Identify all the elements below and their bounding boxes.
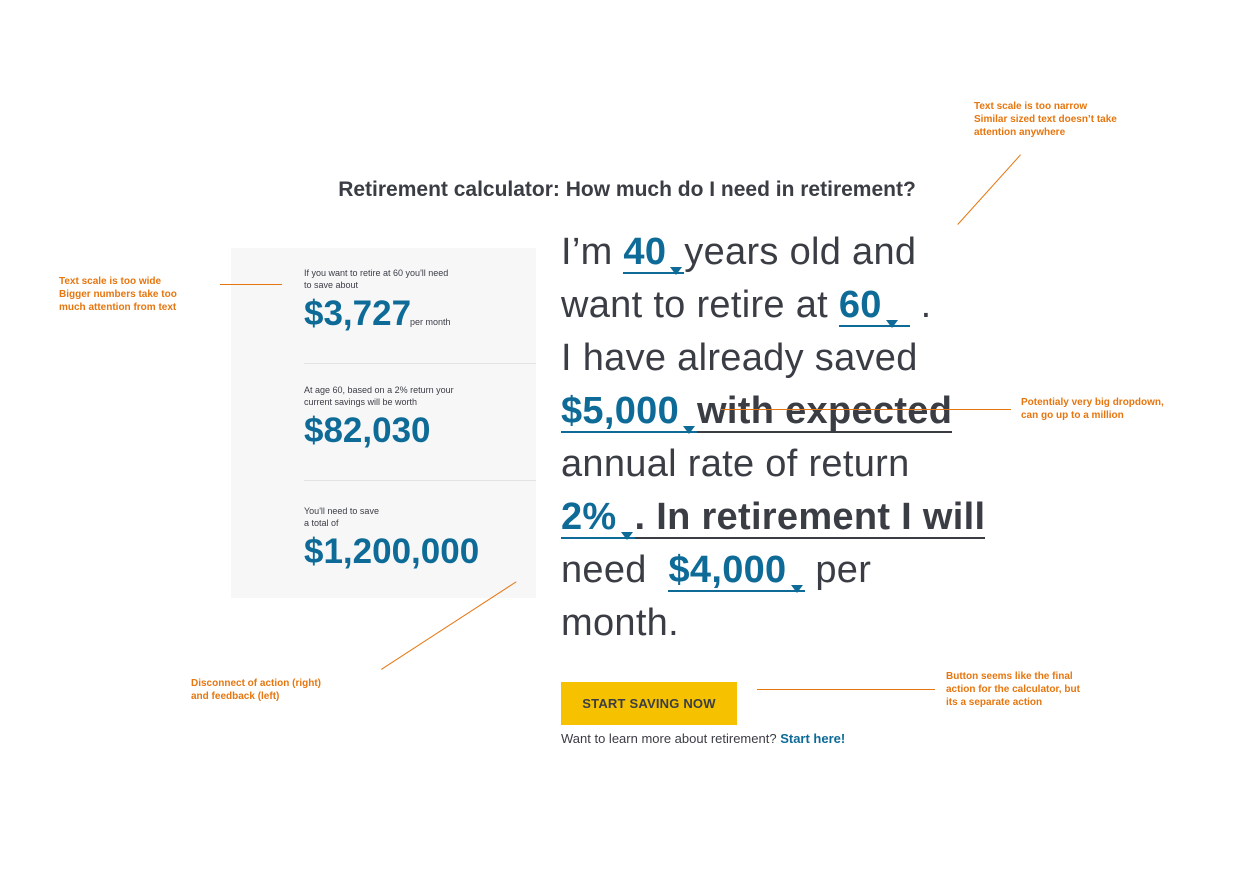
age-value: 40 — [623, 231, 667, 273]
start-saving-button[interactable]: START SAVING NOW — [561, 682, 737, 725]
annotation-button: Button seems like the final action for t… — [946, 671, 1080, 708]
monthly-suffix: per month — [410, 317, 451, 327]
caret-down-icon — [670, 267, 683, 275]
label-line: to save about — [304, 280, 359, 290]
rate-value: 2% — [561, 496, 617, 538]
page-title: Retirement calculator: How much do I nee… — [338, 178, 916, 201]
annotation-dropdown: Potentialy very big dropdown, can go up … — [1021, 397, 1164, 421]
annotation-wide-scale: Text scale is too wide Bigger numbers ta… — [59, 276, 177, 313]
need-value: $4,000 — [668, 549, 787, 591]
divider — [304, 480, 536, 481]
label-line: current savings will be worth — [304, 397, 418, 407]
current-savings-value: $82,030 — [304, 411, 431, 450]
results-panel — [231, 248, 536, 598]
sentence-text: I have already saved — [561, 337, 918, 379]
sentence-text: per — [815, 549, 872, 591]
learn-more-label: Want to learn more about retirement? — [561, 731, 777, 746]
sentence-text: need — [561, 549, 647, 591]
monthly-savings-label: If you want to retire at 60 you'll need … — [304, 267, 448, 291]
sentence-text: I’m — [561, 231, 613, 273]
total-savings-value: $1,200,000 — [304, 532, 480, 571]
rate-dropdown[interactable]: 2% — [561, 496, 635, 540]
saved-dropdown[interactable]: $5,000 — [561, 390, 698, 434]
retire-age-value: 60 — [838, 284, 882, 326]
annotation-strike-line — [721, 409, 1011, 410]
annotation-line — [220, 284, 282, 285]
sentence-text: years old and — [684, 231, 917, 273]
age-dropdown[interactable]: 40 — [623, 231, 685, 275]
saved-value: $5,000 — [561, 390, 680, 432]
label-line: You'll need to save — [304, 506, 379, 516]
sentence-text: . In retirement I will — [634, 496, 986, 539]
label-line: a total of — [304, 518, 339, 528]
annotation-disconnect: Disconnect of action (right) and feedbac… — [191, 678, 321, 702]
start-here-link[interactable]: Start here! — [780, 731, 846, 746]
current-savings-label: At age 60, based on a 2% return your cur… — [304, 384, 454, 408]
annotation-line — [757, 689, 935, 690]
retire-age-dropdown[interactable]: 60 — [838, 284, 910, 328]
caret-down-icon — [885, 320, 898, 328]
sentence-text: with expected — [697, 390, 953, 433]
total-savings-label: You'll need to save a total of — [304, 505, 379, 529]
sentence-text: month. — [561, 602, 679, 644]
caret-down-icon — [683, 426, 696, 434]
sentence-text: annual rate of return — [561, 443, 910, 485]
label-line: At age 60, based on a 2% return your — [304, 385, 454, 395]
caret-down-icon — [790, 585, 803, 593]
sentence-text: want to retire at — [561, 284, 828, 326]
label-line: If you want to retire at 60 you'll need — [304, 268, 449, 278]
annotation-narrow-scale: Text scale is too narrow Similar sized t… — [974, 101, 1117, 138]
calculator-sentence: I’m 40 years old and want to retire at 60… — [561, 226, 1021, 650]
caret-down-icon — [620, 532, 633, 540]
monthly-savings-value: $3,727 — [304, 294, 412, 333]
learn-more-text: Want to learn more about retirement? Sta… — [561, 731, 845, 746]
need-dropdown[interactable]: $4,000 — [668, 549, 805, 593]
divider — [304, 363, 536, 364]
sentence-text: . — [920, 284, 932, 326]
